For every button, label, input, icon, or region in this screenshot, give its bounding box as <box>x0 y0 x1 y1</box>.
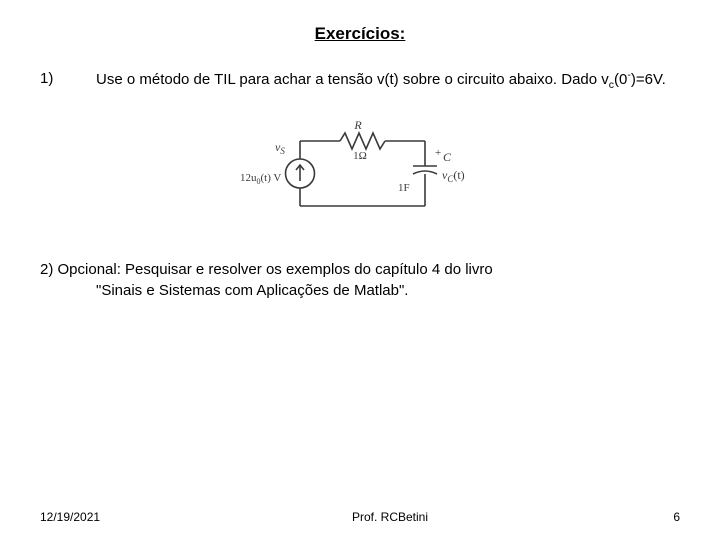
vs-label: vS <box>275 140 285 156</box>
r-value: 1Ω <box>353 150 367 162</box>
footer-page: 6 <box>640 510 680 524</box>
exercise-1: 1) Use o método de TIL para achar a tens… <box>40 68 680 93</box>
slide-footer: 12/19/2021 Prof. RCBetini 6 <box>40 510 680 524</box>
c-label: C <box>443 150 452 164</box>
circuit-diagram: vS 12u0(t) V R 1Ω + C 1F vC(t) <box>40 111 680 231</box>
plus-sign: + <box>435 147 441 159</box>
r-label: R <box>353 118 362 132</box>
exercise-2-line1: 2) Opcional: Pesquisar e resolver os exe… <box>40 259 680 280</box>
footer-author: Prof. RCBetini <box>140 510 640 524</box>
exercise-1-number: 1) <box>40 68 72 93</box>
ex1-part-b: (0 <box>614 71 627 88</box>
ex1-part-a: Use o método de TIL para achar a tensão … <box>96 71 609 88</box>
exercise-2-line2: "Sinais e Sistemas com Aplicações de Mat… <box>40 280 680 301</box>
exercise-1-text: Use o método de TIL para achar a tensão … <box>96 68 680 93</box>
exercise-2: 2) Opcional: Pesquisar e resolver os exe… <box>40 259 680 301</box>
footer-date: 12/19/2021 <box>40 510 140 524</box>
vc-label: vC(t) <box>442 168 465 184</box>
ex1-part-c: )=6V. <box>631 71 666 88</box>
source-value: 12u0(t) V <box>240 172 281 186</box>
c-value: 1F <box>398 182 410 194</box>
page-title: Exercícios: <box>40 24 680 44</box>
